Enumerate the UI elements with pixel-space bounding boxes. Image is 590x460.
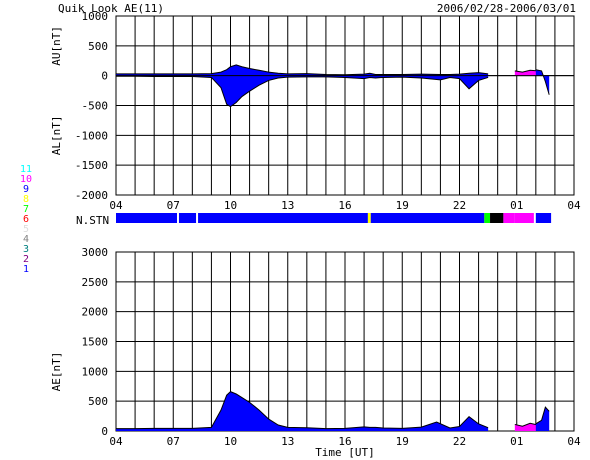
x-tick-label: 01 bbox=[510, 435, 523, 448]
x-tick-label: 07 bbox=[167, 435, 180, 448]
ae-axis-label: AE[nT] bbox=[50, 352, 63, 392]
x-tick-label: 22 bbox=[453, 199, 466, 212]
x-tick-label: 01 bbox=[510, 199, 523, 212]
y-tick-label: 500 bbox=[88, 40, 108, 53]
x-tick-label: 13 bbox=[281, 435, 294, 448]
y-tick-label: 1000 bbox=[82, 365, 109, 378]
x-tick-label: 16 bbox=[338, 199, 351, 212]
x-tick-label: 22 bbox=[453, 435, 466, 448]
x-tick-label: 04 bbox=[109, 435, 123, 448]
station-segment bbox=[503, 213, 515, 223]
station-count-legend-item: 11 bbox=[20, 164, 32, 175]
station-count-legend-item: 3 bbox=[23, 244, 29, 255]
station-count-legend-item: 7 bbox=[23, 204, 29, 215]
station-count-legend-item: 5 bbox=[23, 224, 29, 235]
date-range: 2006/02/28-2006/03/01 bbox=[437, 2, 576, 15]
station-segment bbox=[367, 213, 371, 223]
y-tick-label: 0 bbox=[101, 70, 108, 83]
series-outline-0 bbox=[116, 64, 489, 76]
station-segment bbox=[490, 213, 504, 223]
series-area-1 bbox=[514, 423, 538, 431]
station-bar bbox=[116, 213, 552, 223]
station-segment bbox=[533, 213, 536, 223]
station-segment bbox=[484, 213, 491, 223]
x-tick-label: 10 bbox=[224, 435, 237, 448]
plot-frame bbox=[115, 15, 575, 196]
x-tick-label: 16 bbox=[338, 435, 351, 448]
station-segment bbox=[196, 213, 199, 223]
station-count-legend-item: 9 bbox=[23, 184, 29, 195]
al-axis-label: AL[nT] bbox=[50, 115, 63, 155]
series-outline-1 bbox=[514, 422, 538, 427]
station-count-legend-item: 2 bbox=[23, 254, 29, 265]
station-count-legend-item: 10 bbox=[20, 174, 32, 185]
series-outline-2 bbox=[535, 406, 550, 425]
x-tick-label: 04 bbox=[109, 199, 123, 212]
series-outline-3 bbox=[535, 69, 550, 95]
chart-title: Quik Look AE(11) bbox=[58, 2, 164, 15]
y-tick-label: 2500 bbox=[82, 276, 109, 289]
series-area-2 bbox=[514, 70, 538, 76]
y-tick-label: -500 bbox=[82, 100, 109, 113]
x-tick-label: 07 bbox=[167, 199, 180, 212]
station-segment bbox=[514, 213, 534, 223]
series-area-1 bbox=[116, 75, 489, 107]
x-tick-label: 13 bbox=[281, 199, 294, 212]
station-count-legend-item: 4 bbox=[23, 234, 29, 245]
y-tick-label: 1500 bbox=[82, 336, 109, 349]
series-outline-1 bbox=[116, 75, 489, 108]
station-segment bbox=[535, 213, 552, 223]
x-tick-label: 10 bbox=[224, 199, 237, 212]
y-tick-label: 500 bbox=[88, 395, 108, 408]
station-segment bbox=[198, 213, 368, 223]
station-count-legend-item: 1 bbox=[23, 264, 29, 275]
y-tick-label: 1000 bbox=[82, 10, 109, 23]
station-segment bbox=[116, 213, 178, 223]
y-tick-label: 0 bbox=[101, 425, 108, 438]
y-tick-label: -1000 bbox=[75, 129, 108, 142]
station-segment bbox=[178, 213, 197, 223]
au-axis-label: AU[nT] bbox=[50, 26, 63, 66]
x-tick-label: 04 bbox=[567, 435, 581, 448]
series-outline-2 bbox=[514, 69, 538, 73]
x-tick-label: 19 bbox=[396, 199, 409, 212]
series-area-2 bbox=[535, 407, 550, 431]
y-tick-label: -1500 bbox=[75, 159, 108, 172]
station-segment bbox=[370, 213, 485, 223]
station-segment bbox=[177, 213, 179, 223]
station-count-legend-item: 6 bbox=[23, 214, 29, 225]
y-tick-label: 2000 bbox=[82, 306, 109, 319]
y-tick-label: 3000 bbox=[82, 246, 109, 259]
y-tick-label: -2000 bbox=[75, 189, 108, 202]
series-outline-0 bbox=[116, 391, 489, 430]
station-bar-label: N.STN bbox=[76, 214, 109, 227]
series-area-0 bbox=[116, 391, 489, 431]
x-tick-label: 04 bbox=[567, 199, 581, 212]
time-axis-label: Time [UT] bbox=[315, 446, 375, 459]
station-count-legend-item: 8 bbox=[23, 194, 29, 205]
x-tick-label: 19 bbox=[396, 435, 409, 448]
